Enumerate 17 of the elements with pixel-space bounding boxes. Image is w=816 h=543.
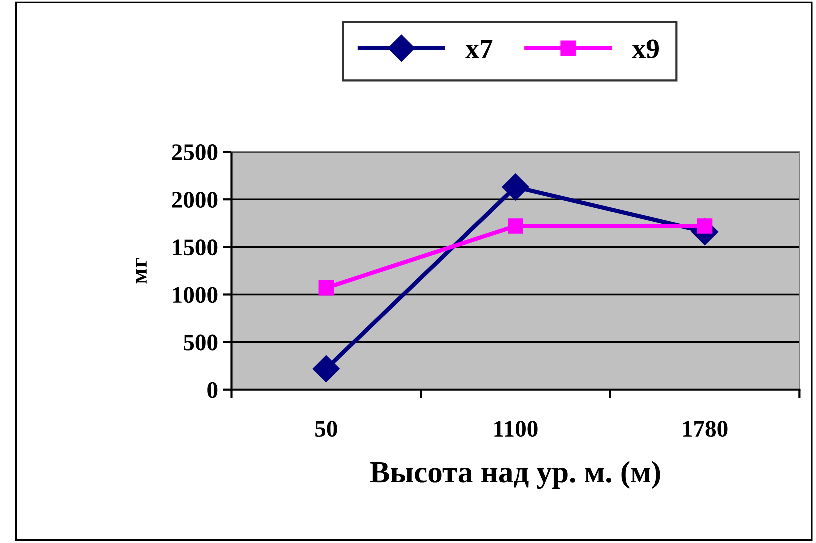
y-tick-label: 2000: [172, 192, 218, 208]
point: [502, 174, 530, 201]
legend-label: x9: [632, 40, 659, 58]
point: [318, 280, 334, 296]
x-axis-title: Высота над ур. м. (м): [370, 461, 660, 490]
x-tick-label: 50: [316, 421, 338, 438]
y-tick-label: 0: [208, 382, 218, 398]
x-tick-label: 1100: [494, 421, 538, 438]
x-tick-label: 1780: [683, 421, 728, 438]
point: [312, 355, 340, 382]
legend-label: x7: [466, 40, 493, 58]
y-axis-title: мг: [136, 258, 147, 284]
y-tick-label: 500: [184, 334, 218, 351]
y-tick-label: 2500: [172, 144, 218, 160]
y-tick-label: 1500: [173, 240, 218, 256]
y-tick-label: 1000: [173, 287, 218, 304]
point: [508, 218, 524, 234]
